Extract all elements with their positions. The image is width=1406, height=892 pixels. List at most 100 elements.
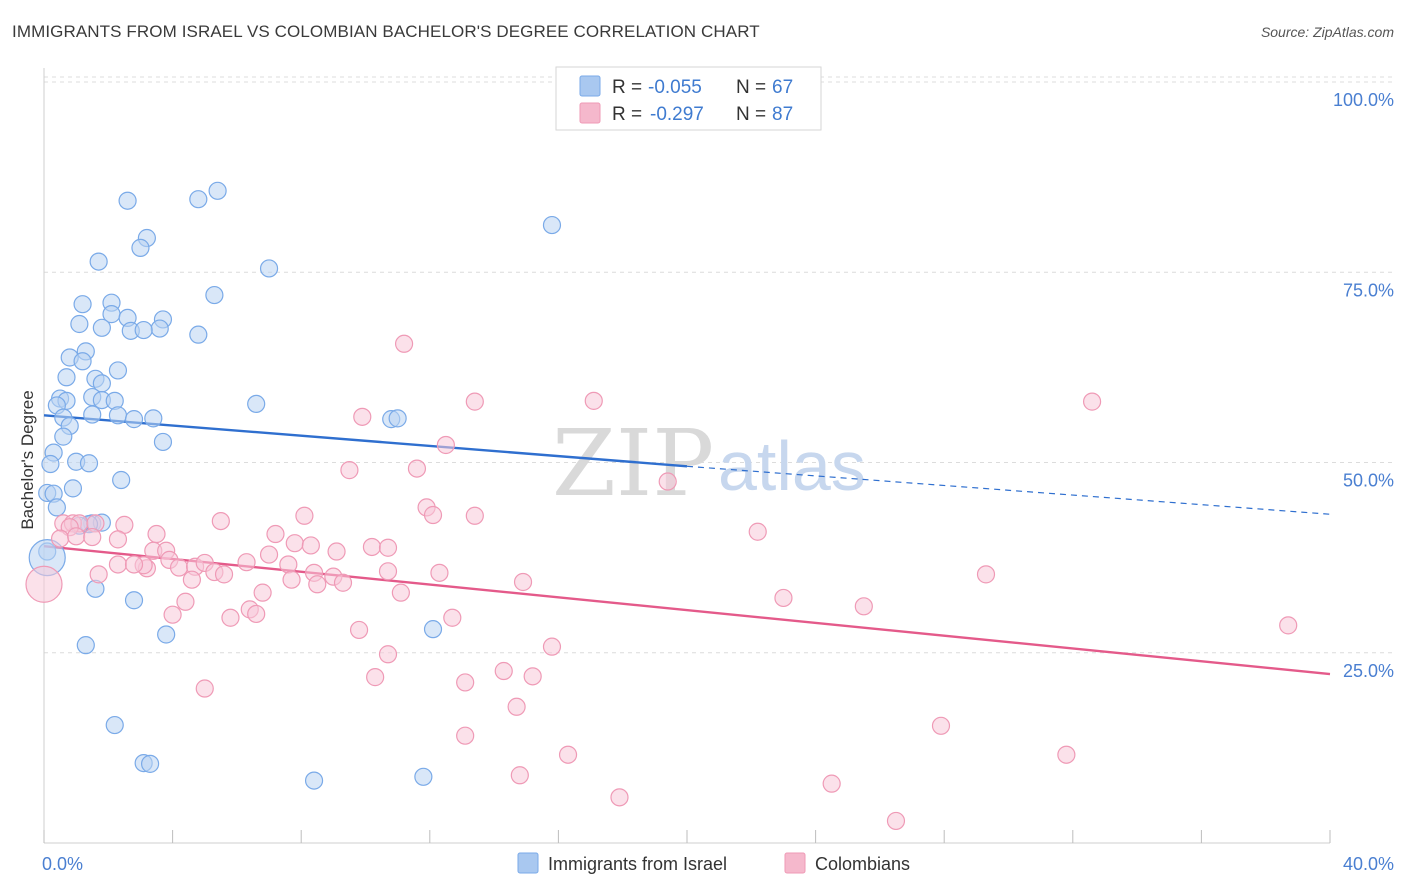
data-point	[182, 570, 201, 589]
stats-box: R = -0.055 N = 67 R = -0.297 N = 87	[555, 66, 822, 131]
data-point	[211, 511, 230, 531]
data-point	[423, 620, 443, 639]
watermark: ZIP atlas	[552, 410, 866, 517]
data-point	[50, 529, 70, 548]
tick-labels: 100.0% 75.0% 50.0% 25.0% 0.0% 40.0%	[42, 90, 1394, 874]
x-tick-label-1: 40.0%	[1343, 854, 1394, 874]
data-point	[266, 524, 285, 544]
data-point	[169, 558, 189, 577]
data-point	[47, 498, 66, 517]
stats-n-value-colombians: 87	[772, 104, 793, 125]
data-point	[118, 191, 137, 210]
data-point	[124, 555, 144, 574]
data-point	[205, 285, 224, 305]
trend-line-extension-0	[686, 465, 1331, 515]
stats-swatch-colombians	[579, 102, 601, 124]
data-point	[259, 545, 279, 564]
data-point	[108, 406, 128, 425]
stats-r-value-colombians: -0.297	[650, 104, 704, 125]
data-point	[163, 605, 182, 624]
data-point	[494, 661, 513, 681]
axes	[43, 68, 1331, 844]
trend-line-1	[43, 545, 1331, 676]
data-point	[333, 573, 353, 592]
data-point	[247, 604, 266, 624]
data-point	[378, 562, 398, 581]
data-point	[208, 181, 227, 200]
data-point	[150, 319, 169, 338]
source-credit: Source: ZipAtlas.com	[1260, 24, 1394, 40]
watermark-zip: ZIP	[552, 410, 714, 517]
y-tick-label-2: 50.0%	[1343, 471, 1394, 491]
stats-n-label-colombians: N =	[736, 104, 766, 125]
data-point	[394, 334, 414, 353]
data-point	[73, 352, 92, 371]
data-point	[70, 314, 89, 334]
data-point	[247, 394, 266, 414]
data-point	[465, 392, 484, 411]
data-point	[73, 295, 92, 314]
data-point	[112, 470, 131, 490]
y-tick-label-1: 75.0%	[1343, 280, 1394, 300]
legend-label-colombians: Colombians	[815, 854, 910, 874]
watermark-atlas: atlas	[718, 427, 866, 505]
data-point	[108, 555, 128, 574]
data-point	[144, 409, 163, 428]
data-point	[147, 524, 166, 544]
data-point	[89, 565, 108, 584]
data-point	[1057, 745, 1076, 764]
data-point	[610, 788, 629, 807]
data-point	[108, 530, 128, 549]
data-point	[83, 527, 102, 547]
data-point	[285, 534, 304, 553]
data-point	[976, 565, 996, 584]
data-point	[327, 542, 346, 561]
data-point	[430, 563, 449, 582]
data-point	[134, 320, 153, 340]
data-point	[748, 522, 767, 541]
data-point	[63, 479, 83, 498]
data-point	[349, 620, 369, 640]
data-point	[308, 575, 327, 594]
data-point	[854, 597, 873, 616]
y-tick-label-3: 25.0%	[1343, 661, 1394, 681]
data-point	[353, 407, 372, 426]
data-point	[189, 190, 208, 209]
data-point	[214, 565, 234, 584]
data-point	[362, 537, 382, 557]
data-point	[658, 472, 677, 491]
stats-n-value-israel: 67	[772, 77, 793, 98]
y-axis-title: Bachelor's Degree	[18, 390, 37, 529]
data-point	[79, 454, 99, 473]
data-point	[153, 432, 173, 452]
chart-title: IMMIGRANTS FROM ISRAEL VS COLOMBIAN BACH…	[12, 22, 760, 41]
stats-r-label-colombians: R =	[612, 104, 642, 125]
data-point	[259, 259, 279, 278]
data-point	[774, 588, 793, 608]
data-point	[76, 636, 95, 655]
data-point	[140, 754, 160, 773]
data-point	[221, 608, 240, 627]
series-israel	[28, 181, 562, 790]
data-point	[558, 745, 578, 764]
data-point	[57, 368, 76, 387]
data-point	[822, 774, 841, 793]
data-point	[436, 435, 455, 455]
data-point	[391, 583, 410, 602]
data-point	[295, 506, 314, 525]
data-point	[388, 409, 407, 428]
data-point	[584, 391, 603, 410]
data-point	[279, 555, 298, 574]
legend-label-israel: Immigrants from Israel	[548, 854, 727, 874]
data-point	[83, 405, 102, 424]
data-point	[510, 766, 529, 785]
stats-r-label-israel: R =	[612, 77, 642, 98]
data-point	[189, 325, 208, 344]
stats-r-value-israel: -0.055	[648, 77, 702, 98]
data-point	[366, 668, 385, 687]
data-points	[25, 181, 1298, 831]
data-point	[92, 318, 111, 337]
data-point	[176, 592, 195, 611]
data-point	[456, 726, 475, 745]
